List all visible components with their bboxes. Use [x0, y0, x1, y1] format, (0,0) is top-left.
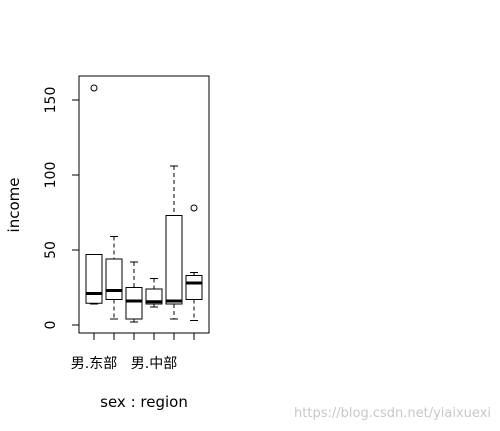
box-group	[105, 236, 123, 320]
y-tick-label: 150	[43, 87, 59, 114]
boxes	[85, 84, 203, 323]
x-tick-label: 男.东部	[71, 356, 117, 372]
box-group	[165, 165, 183, 320]
y-axis-label: income	[5, 178, 23, 233]
box-iqr	[185, 275, 203, 300]
x-tick-label: 男.中部	[131, 356, 177, 372]
y-tick-label: 100	[43, 162, 59, 189]
box-group	[145, 278, 163, 308]
outlier-point	[190, 204, 198, 212]
y-tick-label: 0	[43, 321, 59, 330]
y-tick-label: 50	[43, 241, 59, 259]
box-iqr	[105, 258, 123, 300]
box-iqr	[125, 287, 143, 320]
box-group	[125, 261, 143, 323]
x-axis-label: sex : region	[100, 393, 188, 411]
box-group	[185, 204, 203, 321]
box-iqr	[165, 215, 183, 305]
plot-frame	[78, 75, 210, 334]
watermark-text: https://blog.csdn.net/yiaixuexi	[294, 406, 491, 421]
outlier-point	[90, 84, 98, 92]
x-axis: 男.东部 男.中部	[71, 333, 195, 372]
box-group	[85, 84, 103, 305]
y-axis: 0 50 100 150	[43, 87, 79, 330]
box-iqr	[85, 254, 103, 304]
